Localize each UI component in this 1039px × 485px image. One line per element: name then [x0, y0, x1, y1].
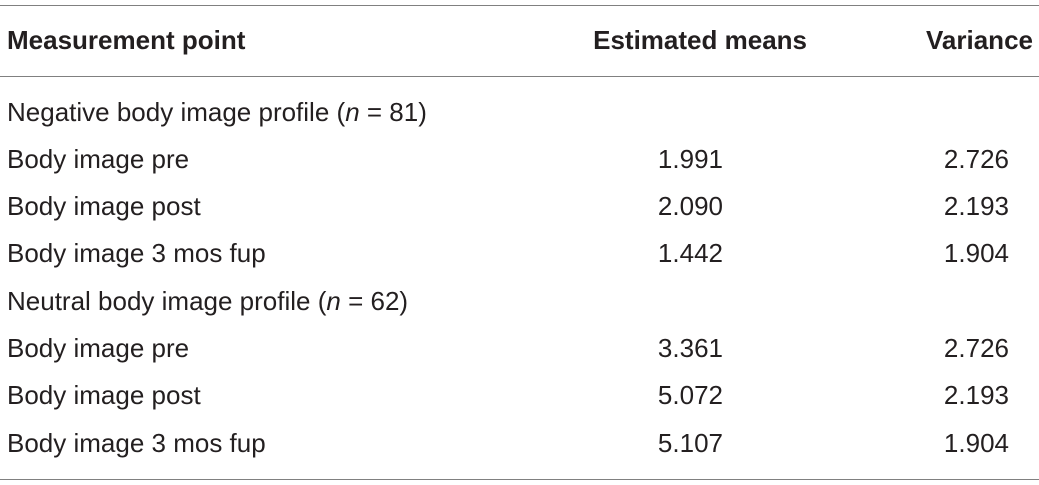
- estimated-mean-cell: 5.107: [657, 428, 723, 458]
- table-row: Body image 3 mos fup 1.442 1.904: [0, 230, 1039, 277]
- table-row: Body image 3 mos fup 5.107 1.904: [0, 420, 1039, 467]
- table-top-rule: [0, 5, 1039, 6]
- table-bottom-rule: [0, 479, 1039, 480]
- group-label-n: n: [345, 97, 360, 127]
- group-label-negative: Negative body image profile (n = 81): [0, 89, 1039, 136]
- table-header-row: Measurement point Estimated means Varian…: [0, 17, 1039, 64]
- variance-cell: 2.726: [943, 333, 1009, 363]
- measurement-point-cell: Body image post: [7, 380, 201, 410]
- variance-cell: 2.193: [943, 380, 1009, 410]
- measurement-point-cell: Body image pre: [7, 144, 190, 174]
- header-measurement-point: Measurement point: [7, 25, 246, 55]
- estimated-mean-cell: 3.361: [657, 333, 723, 363]
- group-label-neutral: Neutral body image profile (n = 62): [0, 278, 1039, 325]
- variance-cell: 1.904: [943, 428, 1009, 458]
- table-row: Body image post 2.090 2.193: [0, 183, 1039, 230]
- table-row: Body image post 5.072 2.193: [0, 372, 1039, 419]
- group-label-suffix: = 81): [359, 97, 427, 127]
- estimated-mean-cell: 2.090: [657, 191, 723, 221]
- header-variance: Variance: [926, 25, 1033, 55]
- measurement-point-cell: Body image 3 mos fup: [7, 238, 266, 268]
- estimated-mean-cell: 1.442: [657, 238, 723, 268]
- group-label-suffix: = 62): [340, 286, 409, 316]
- variance-cell: 1.904: [943, 238, 1009, 268]
- estimated-mean-cell: 5.072: [657, 380, 723, 410]
- group-label-prefix: Negative body image profile (: [7, 97, 346, 127]
- table-header-rule: [0, 76, 1039, 77]
- header-estimated-means: Estimated means: [593, 25, 807, 55]
- estimated-mean-cell: 1.991: [657, 144, 723, 174]
- table-row: Body image pre 1.991 2.726: [0, 136, 1039, 183]
- measurement-point-cell: Body image 3 mos fup: [7, 428, 266, 458]
- variance-cell: 2.726: [943, 144, 1009, 174]
- variance-cell: 2.193: [943, 191, 1009, 221]
- measurement-point-cell: Body image pre: [7, 333, 190, 363]
- group-label-n: n: [326, 286, 341, 316]
- table-row: Body image pre 3.361 2.726: [0, 325, 1039, 372]
- group-label-prefix: Neutral body image profile (: [7, 286, 327, 316]
- measurement-point-cell: Body image post: [7, 191, 201, 221]
